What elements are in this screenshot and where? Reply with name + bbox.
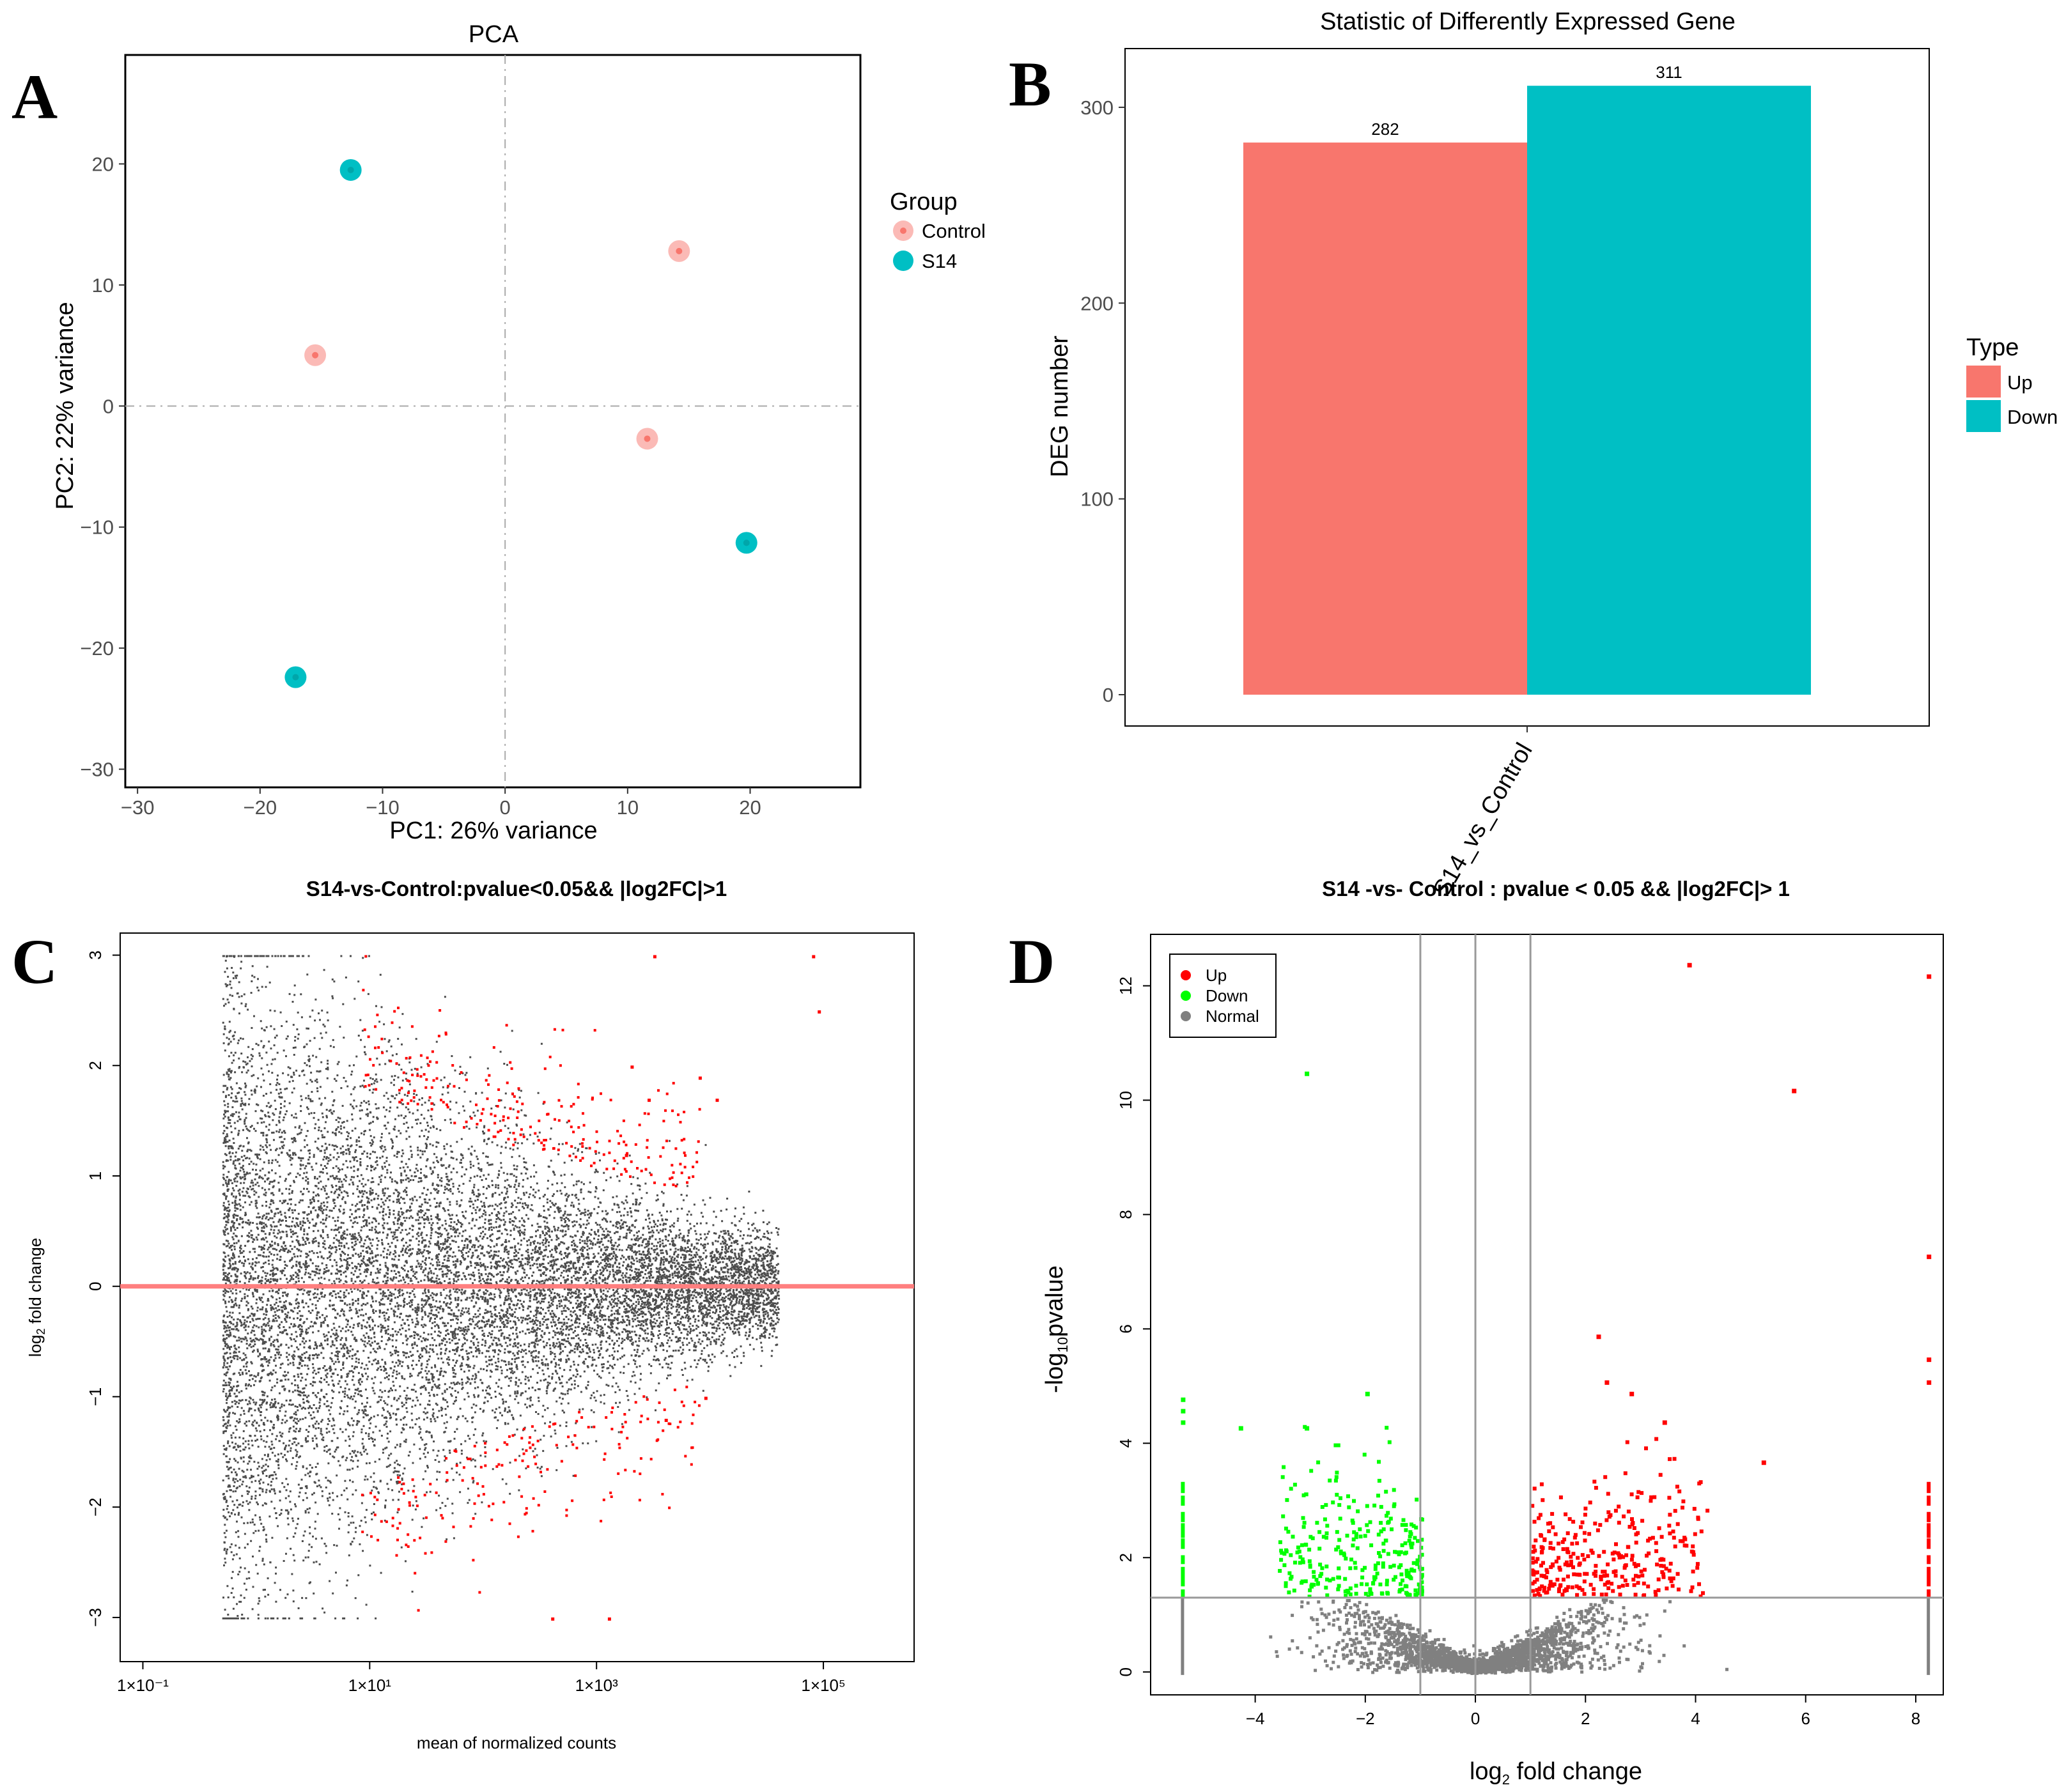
- chart-d-xtick-label: −2: [1356, 1709, 1375, 1728]
- legend-control-label: Control: [922, 220, 986, 242]
- legend-down-label: Down: [2007, 406, 2058, 428]
- chart-a-ytick-label: 0: [103, 395, 114, 417]
- chart-c-title: S14-vs-Control:pvalue<0.05&& |log2FC|>1: [306, 877, 727, 900]
- legend-d-normal-marker: [1181, 1011, 1191, 1021]
- legend-d-down-label: Down: [1206, 986, 1248, 1005]
- chart-b-bar-label-down: 311: [1656, 63, 1682, 82]
- chart-a-point-s14-core: [743, 539, 750, 546]
- legend-up-swatch: [1966, 366, 2001, 398]
- chart-a-ytick-label: 10: [92, 274, 114, 297]
- chart-a-title: PCA: [469, 21, 519, 48]
- legend-d-up-label: Up: [1206, 966, 1227, 985]
- chart-c-xlabel: mean of normalized counts: [417, 1733, 616, 1752]
- chart-b-ytick-label: 300: [1080, 97, 1114, 119]
- chart-d-xtick-label: 4: [1691, 1709, 1700, 1728]
- chart-c-xtick-label: 1×10⁵: [801, 1676, 845, 1695]
- chart-a-xtick-label: 20: [739, 796, 761, 819]
- chart-b-title: Statistic of Differently Expressed Gene: [1320, 8, 1736, 35]
- legend-s14-marker: [893, 251, 913, 271]
- chart-d-ytick-label: 0: [1116, 1667, 1135, 1676]
- chart-a-point-control-core: [312, 351, 319, 359]
- chart-a-xtick-label: −20: [244, 796, 277, 819]
- chart-c-ylabel: log2 fold change: [26, 1238, 47, 1357]
- chart-a-xtick-label: −10: [366, 796, 400, 819]
- chart-d-plot-area: [1150, 934, 1944, 1695]
- legend-d-normal-label: Normal: [1206, 1007, 1259, 1026]
- chart-b-bar-down: [1527, 86, 1811, 695]
- chart-d-ytick-label: 8: [1116, 1210, 1135, 1219]
- chart-a-point-control-core: [644, 435, 651, 442]
- legend-control-marker-core: [900, 228, 906, 234]
- chart-d-xtick-label: −4: [1246, 1709, 1265, 1728]
- chart-c-ytick-label: 0: [86, 1281, 105, 1290]
- chart-c-xtick-label: 1×10³: [575, 1676, 619, 1695]
- legend-down-swatch: [1966, 400, 2001, 432]
- chart-a-xtick-label: −30: [121, 796, 155, 819]
- chart-d-ytick-label: 4: [1116, 1439, 1135, 1448]
- chart-c-ytick-label: 1: [86, 1171, 105, 1180]
- chart-b-ytick-label: 0: [1103, 684, 1114, 706]
- chart-a-ytick-label: −20: [80, 637, 114, 660]
- legend-d-up-marker: [1181, 970, 1191, 980]
- chart-b-legend-title: Type: [1966, 334, 2019, 361]
- chart-a-plot-area: [124, 54, 862, 789]
- chart-c-ytick-label: 3: [86, 950, 105, 959]
- chart-b: 0 100 200 300 282 311: [1080, 48, 1930, 732]
- chart-c-ytick-label: −3: [86, 1608, 105, 1627]
- panel-letter-c: C: [12, 926, 58, 997]
- chart-a: −30 −20 −10 0 10 20 20 10 0 −10 −20 −30: [80, 54, 862, 819]
- panel-letter-a: A: [12, 61, 58, 132]
- chart-b-bar-label-up: 282: [1371, 120, 1399, 139]
- chart-c-xtick-label: 1×10⁻¹: [117, 1676, 169, 1695]
- chart-a-ytick-label: −30: [80, 759, 114, 781]
- chart-a-xtick-label: 0: [500, 796, 511, 819]
- legend-up-label: Up: [2007, 371, 2033, 394]
- chart-b-ytick-label: 200: [1080, 292, 1114, 314]
- panel-letter-b: B: [1009, 49, 1052, 120]
- chart-a-point-s14-core: [292, 674, 299, 681]
- panel-letter-d: D: [1009, 926, 1055, 997]
- legend-d-down-marker: [1181, 991, 1191, 1001]
- chart-b-ytick-label: 100: [1080, 488, 1114, 511]
- chart-d-ytick-label: 6: [1116, 1324, 1135, 1333]
- chart-d-ytick-label: 12: [1116, 977, 1135, 995]
- chart-c-ytick-label: 2: [86, 1061, 105, 1070]
- chart-b-ylabel: DEG number: [1046, 336, 1073, 477]
- legend-s14-label: S14: [922, 250, 957, 272]
- chart-a-xtick-label: 10: [617, 796, 639, 819]
- chart-b-bar-up: [1243, 143, 1527, 695]
- chart-d-xtick-label: 8: [1911, 1709, 1920, 1728]
- chart-d-ylabel: -log10pvalue: [1041, 1265, 1071, 1393]
- chart-d-ytick-label: 10: [1116, 1091, 1135, 1109]
- chart-c-xtick-label: 1×10¹: [348, 1676, 392, 1695]
- chart-d-xtick-label: 2: [1581, 1709, 1590, 1728]
- chart-a-point-s14-core: [347, 166, 354, 173]
- chart-d-title: S14 -vs- Control : pvalue < 0.05 && |log…: [1322, 877, 1790, 900]
- chart-a-ylabel: PC2: 22% variance: [52, 302, 79, 509]
- chart-a-ytick-label: −10: [80, 516, 114, 539]
- chart-d-points-normal: [1181, 1598, 1930, 1675]
- chart-d-xtick-label: 0: [1471, 1709, 1480, 1728]
- chart-a-point-control-core: [676, 247, 683, 254]
- chart-c-ytick-label: −1: [86, 1387, 105, 1407]
- chart-d-xlabel: log2 fold change: [1470, 1758, 1642, 1788]
- chart-c-ytick-label: −2: [86, 1497, 105, 1517]
- chart-a-legend-title: Group: [890, 189, 958, 215]
- chart-d-xtick-label: 6: [1801, 1709, 1810, 1728]
- chart-d: −4 −2 0 2 4 6 8 0 2 4 6 8 10 12: [1116, 934, 1944, 1728]
- chart-c: 3 2 1 0 −1 −2 −3 1×10⁻¹ 1×10¹ 1×10³ 1×10⁵: [86, 932, 915, 1695]
- chart-a-ytick-label: 20: [92, 153, 114, 175]
- chart-d-ytick-label: 2: [1116, 1553, 1135, 1562]
- chart-a-xlabel: PC1: 26% variance: [389, 817, 597, 844]
